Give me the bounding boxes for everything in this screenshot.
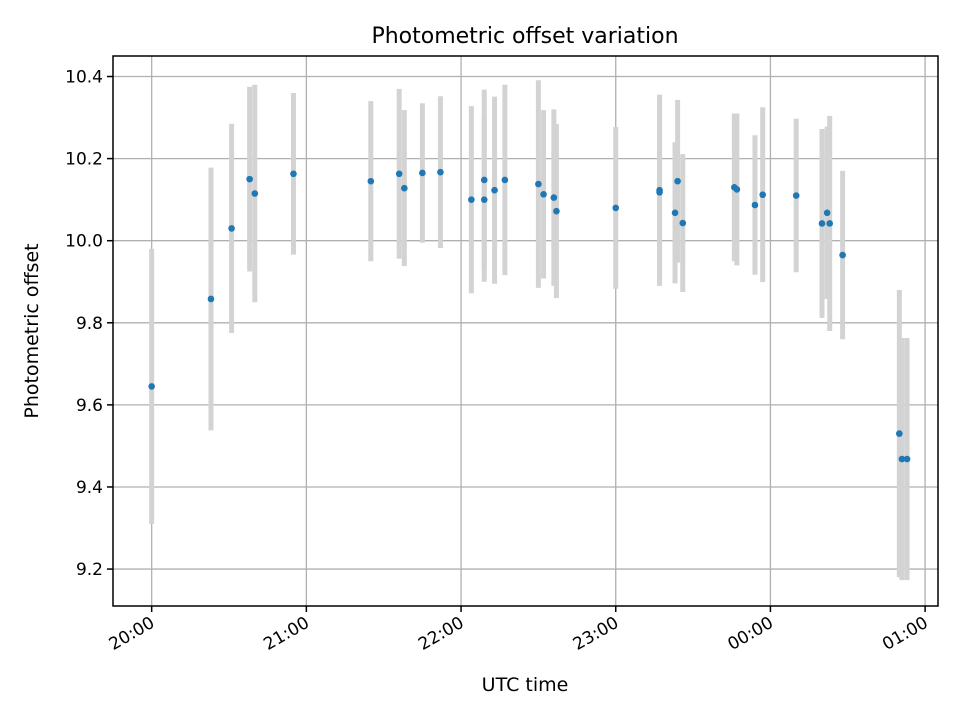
x-axis-label: UTC time: [482, 674, 569, 696]
y-tick-label: 9.8: [76, 314, 103, 334]
data-point: [751, 201, 759, 209]
data-point: [535, 180, 542, 188]
data-point: [674, 177, 681, 185]
y-axis-label: Photometric offset: [21, 243, 43, 418]
data-point: [228, 225, 235, 232]
y-tick-label: 9.6: [76, 396, 103, 416]
data-point: [903, 455, 911, 463]
data-point: [612, 204, 620, 212]
data-point: [395, 170, 403, 178]
data-point: [480, 196, 488, 203]
plot-frame: [112, 55, 939, 607]
data-point: [896, 430, 903, 437]
y-tick-label: 9.2: [76, 560, 103, 580]
data-point: [839, 251, 846, 259]
y-tick-label: 10.2: [65, 150, 103, 170]
data-point: [148, 383, 155, 390]
data-point: [246, 175, 253, 183]
data-point: [480, 176, 488, 184]
data-point: [792, 192, 800, 199]
data-point: [733, 186, 741, 193]
y-tick-label: 10.4: [65, 68, 103, 88]
y-tick-label: 9.4: [76, 478, 103, 498]
data-point: [419, 169, 426, 177]
data-point: [540, 191, 547, 198]
data-point: [553, 207, 560, 215]
chart-title: Photometric offset variation: [371, 24, 678, 49]
data-point: [468, 196, 475, 203]
data-point: [290, 170, 297, 178]
y-tick-label: 10.0: [65, 232, 103, 252]
data-point: [898, 455, 906, 463]
data-point: [437, 168, 444, 176]
data-point: [656, 188, 663, 196]
data-point: [501, 176, 509, 184]
data-point: [759, 191, 766, 199]
data-point: [367, 177, 375, 185]
data-point: [826, 220, 834, 227]
data-point: [550, 194, 558, 201]
data-point: [251, 190, 259, 197]
data-point: [401, 184, 408, 192]
data-point: [818, 220, 826, 227]
data-point: [207, 295, 215, 303]
data-point: [823, 209, 831, 217]
data-point: [671, 209, 679, 217]
point-layer: [148, 168, 911, 463]
data-point: [491, 186, 498, 194]
data-point: [679, 219, 687, 227]
